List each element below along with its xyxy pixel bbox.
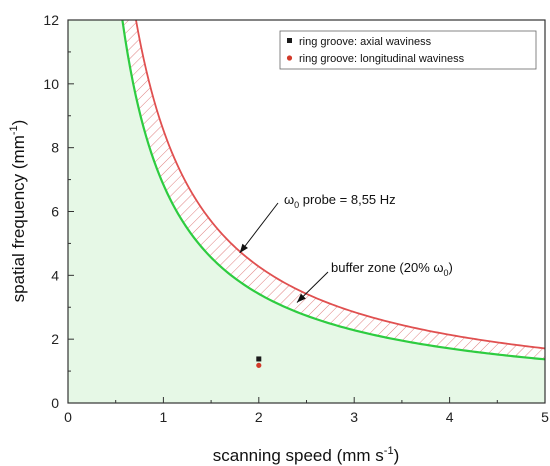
- shaded-region: [68, 20, 545, 403]
- x-axis: 0 1 2 3 4 5: [64, 397, 549, 425]
- legend-marker-axial: [287, 38, 292, 43]
- y-tick-label: 2: [51, 331, 59, 347]
- y-tick-label: 10: [43, 76, 59, 92]
- legend-label-axial: ring groove: axial waviness: [299, 36, 432, 48]
- y-tick-label: 6: [51, 204, 59, 220]
- red-curve: [135, 20, 545, 350]
- y-tick-label: 8: [51, 140, 59, 156]
- x-tick-label: 2: [255, 409, 263, 425]
- annotation-probe-arrowhead: [239, 243, 248, 253]
- data-points: [256, 356, 262, 368]
- annotation-buffer: buffer zone (20% ω0): [331, 260, 453, 278]
- legend-marker-longitudinal: [286, 55, 293, 61]
- legend: ring groove: axial waviness ring groove:…: [279, 30, 537, 70]
- y-tick-label: 4: [51, 267, 59, 283]
- annotation-buffer-arrowhead: [296, 293, 306, 303]
- legend-label-longitudinal: ring groove: longitudinal waviness: [299, 53, 465, 65]
- data-point: [256, 356, 262, 362]
- plot-area: [68, 20, 545, 403]
- x-axis-label: scanning speed (mm s-1): [213, 445, 399, 465]
- annotations: ω0 probe = 8,55 Hz buffer zone (20% ω0): [239, 192, 453, 303]
- data-point: [256, 362, 262, 368]
- y-axis: 0 2 4 6 8 10 12: [43, 12, 74, 411]
- x-tick-label: 1: [160, 409, 168, 425]
- legend-box: [279, 30, 537, 70]
- annotation-probe: ω0 probe = 8,55 Hz: [284, 192, 396, 210]
- y-tick-label: 0: [51, 395, 59, 411]
- x-tick-label: 5: [541, 409, 549, 425]
- x-tick-label: 3: [350, 409, 358, 425]
- y-axis-label: spatial frequency (mm-1): [8, 120, 28, 303]
- y-tick-label: 12: [43, 12, 59, 28]
- annotation-probe-arrow: [239, 202, 279, 254]
- green-curve: [121, 20, 545, 361]
- x-tick-label: 4: [446, 409, 454, 425]
- x-tick-label: 0: [64, 409, 72, 425]
